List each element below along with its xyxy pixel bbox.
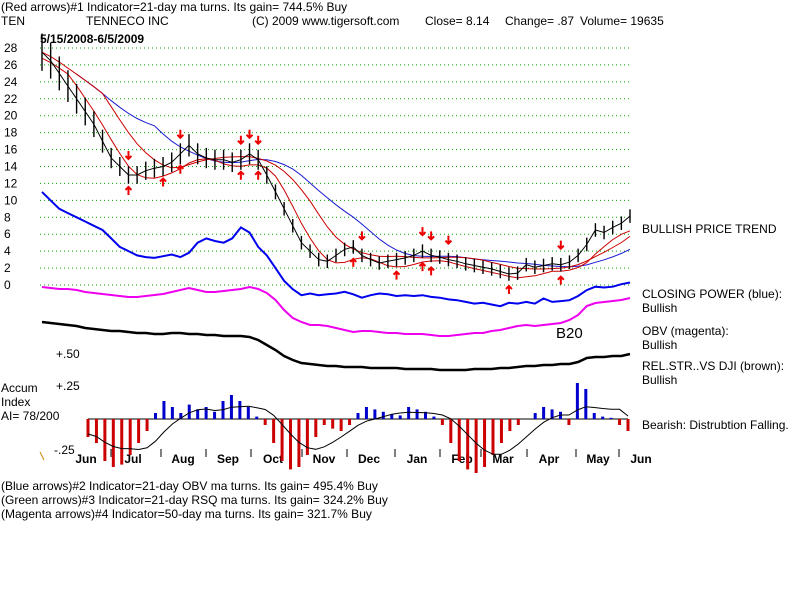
y-tick-label: 16 [4, 143, 18, 157]
x-tick-label: Jan [407, 452, 428, 466]
x-tick-label: Oct [263, 452, 283, 466]
x-tick-label: Aug [171, 452, 194, 466]
level-plus-50: +.50 [56, 347, 80, 361]
x-tick-label: May [586, 452, 610, 466]
buy-arrow-icon [349, 257, 358, 267]
header-line-1: (Red arrows)#1 Indicator=21-day ma turns… [1, 0, 348, 14]
b20-label: B20 [556, 325, 583, 342]
accum-average-line [87, 405, 629, 455]
moving-average-long [76, 73, 631, 268]
buy-arrow-icon [505, 284, 513, 294]
x-tick-label: Jun [630, 452, 651, 466]
sell-arrow-icon [245, 129, 254, 140]
accum-marker [39, 451, 45, 461]
y-tick-label: 12 [4, 176, 18, 190]
close-value: Close= 8.14 [425, 14, 490, 28]
y-tick-label: 8 [4, 210, 11, 224]
change-value: Change= .87 [505, 14, 575, 28]
moving-average-short [41, 57, 631, 279]
sell-arrow-icon [358, 231, 366, 241]
x-tick-label: Feb [451, 452, 472, 466]
closing-power-value: Bullish [642, 301, 678, 315]
closing-power-line [41, 191, 631, 308]
obv-line [41, 285, 631, 337]
sell-arrow-icon [418, 227, 427, 237]
bullish-price-trend-label: BULLISH PRICE TREND [642, 222, 777, 236]
accum-title-2: Index [1, 395, 31, 409]
moving-average-mid [41, 51, 631, 270]
x-tick-label: Jul [124, 452, 141, 466]
relstr-title: REL.STR..VS DJI (brown): [642, 359, 785, 373]
price-line [41, 51, 631, 275]
y-tick-label: 6 [4, 227, 11, 241]
sell-arrow-icon [176, 129, 185, 140]
relstr-value: Bullish [642, 373, 678, 387]
sell-arrow-icon [237, 135, 245, 146]
x-tick-label: Sep [217, 452, 239, 466]
date-range: 5/15/2008-6/5/2009 [40, 32, 145, 46]
obv-value: Bullish [642, 338, 678, 352]
x-tick-label: Nov [313, 452, 336, 466]
accum-title-1: Accum [1, 381, 38, 395]
level-plus-25: +.25 [56, 379, 80, 393]
sell-arrow-icon [444, 235, 453, 246]
level-minus-25: -.25 [54, 443, 75, 457]
sell-arrow-icon [427, 231, 435, 241]
relstr-line [41, 320, 631, 372]
x-tick-label: Mar [492, 452, 514, 466]
sell-arrow-icon [254, 135, 262, 146]
y-tick-label: 20 [4, 109, 18, 123]
y-tick-label: 18 [4, 126, 18, 140]
company-name: TENNECO INC [86, 14, 169, 28]
footer-line-1: (Blue arrows)#2 Indicator=21-day OBV ma … [1, 479, 378, 493]
buy-arrow-icon [124, 185, 133, 195]
sell-arrow-icon [124, 150, 133, 161]
y-tick-label: 0 [4, 278, 11, 292]
obv-title: OBV (magenta): [642, 324, 729, 338]
buy-arrow-icon [176, 164, 185, 174]
y-tick-label: 28 [4, 41, 18, 55]
footer-line-3: (Magenta arrows)#4 Indicator=50-day ma t… [1, 507, 372, 521]
y-tick-label: 2 [4, 261, 11, 275]
buy-arrow-icon [237, 170, 245, 180]
buy-arrow-icon [254, 170, 262, 180]
y-tick-label: 10 [4, 193, 18, 207]
x-tick-label: Dec [358, 452, 380, 466]
footer-line-2: (Green arrows)#3 Indicator=21-day RSQ ma… [1, 493, 388, 507]
buy-arrow-icon [418, 261, 427, 272]
buy-arrow-icon [427, 265, 435, 276]
sell-arrow-icon [557, 240, 565, 251]
volume-value: Volume= 19635 [580, 14, 664, 28]
y-tick-label: 26 [4, 58, 18, 72]
accum-ai-value: AI= 78/200 [1, 409, 60, 423]
buy-arrow-icon [159, 177, 167, 187]
y-tick-label: 22 [4, 92, 18, 106]
x-tick-label: Apr [539, 452, 560, 466]
x-tick-label: Jun [75, 452, 96, 466]
y-tick-label: 24 [4, 75, 18, 89]
ticker-symbol: TEN [1, 14, 25, 28]
copyright: (C) 2009 www.tigersoft.com [252, 14, 400, 28]
y-tick-label: 14 [4, 160, 18, 174]
accum-status: Bearish: Distrubtion Falling. [642, 418, 789, 432]
buy-arrow-icon [392, 270, 401, 280]
closing-power-title: CLOSING POWER (blue): [642, 287, 783, 301]
buy-arrow-icon [557, 275, 565, 285]
y-tick-label: 4 [4, 244, 11, 258]
